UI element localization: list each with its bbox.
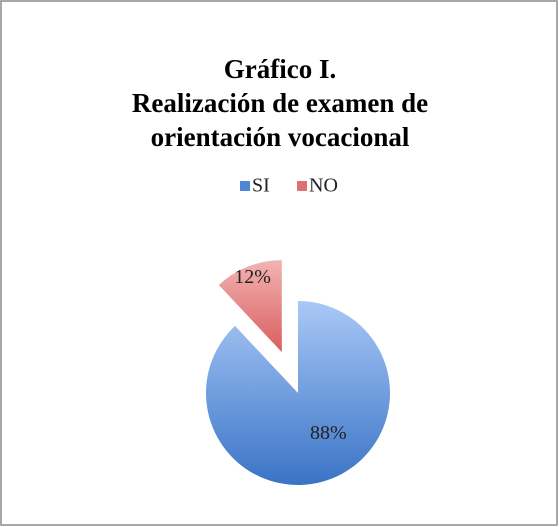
legend-swatch — [240, 181, 250, 191]
data-label: 12% — [234, 266, 271, 288]
legend-label: NO — [309, 175, 338, 197]
pie-slice — [206, 301, 390, 485]
chart-title: orientación vocacional — [151, 122, 410, 152]
legend-swatch — [297, 181, 307, 191]
pie-slice — [218, 260, 282, 353]
chart-title: Realización de examen de — [132, 88, 428, 118]
legend-label: SI — [252, 175, 270, 197]
chart-title: Gráfico I. — [224, 54, 336, 84]
data-label: 88% — [310, 422, 347, 444]
